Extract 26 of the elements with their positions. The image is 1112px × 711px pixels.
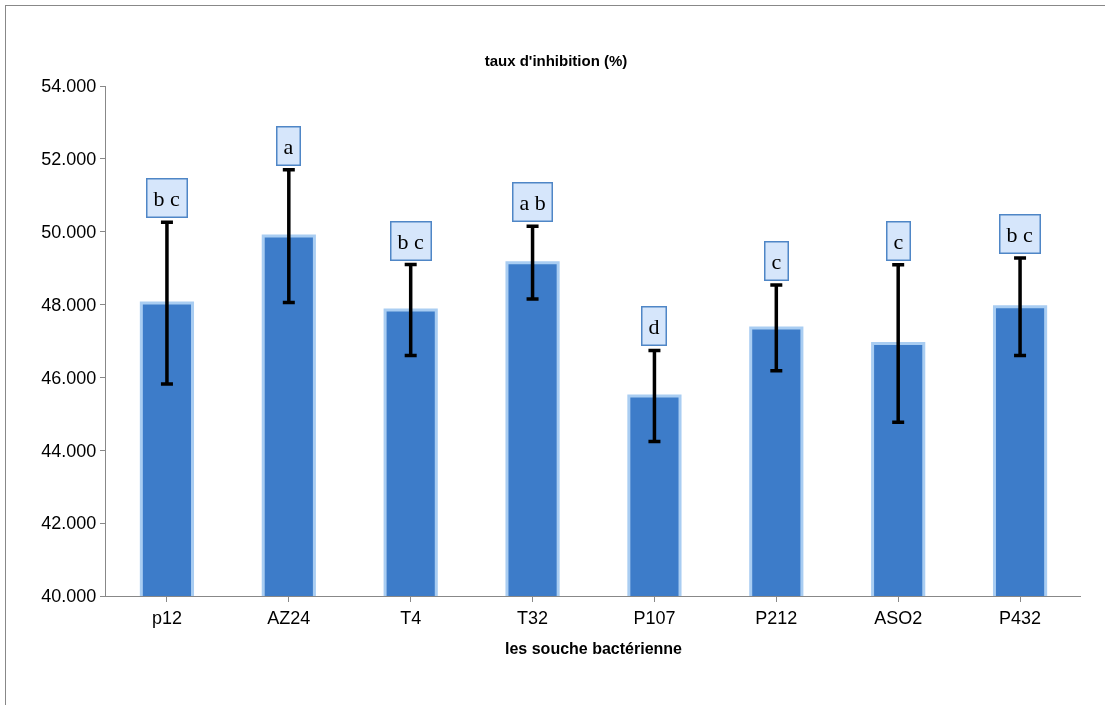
y-tick-label: 44.000: [41, 440, 97, 461]
x-tick-label: AZ24: [267, 607, 311, 628]
x-tick-label: p12: [151, 607, 182, 628]
chart-title: taux d'inhibition (%): [484, 51, 628, 69]
annotation: a: [283, 133, 294, 159]
annotation: b c: [1006, 221, 1033, 247]
annotation: a b: [519, 189, 546, 215]
annotation: b c: [153, 185, 180, 211]
y-tick-label: 48.000: [41, 294, 97, 315]
x-tick-label: T32: [517, 607, 549, 628]
y-tick-label: 40.000: [41, 586, 97, 607]
annotation: d: [648, 313, 660, 339]
x-tick-label: P107: [633, 607, 676, 628]
y-tick-label: 52.000: [41, 149, 97, 170]
annotation: b c: [397, 228, 424, 254]
x-tick-label: P432: [999, 607, 1042, 628]
x-axis-title: les souche bactérienne: [505, 640, 683, 657]
x-tick-label: T4: [400, 607, 422, 628]
x-tick-label: ASO2: [874, 607, 923, 628]
annotation: c: [893, 228, 904, 254]
annotation: c: [771, 248, 782, 274]
y-tick-label: 50.000: [41, 222, 97, 243]
y-tick-label: 42.000: [41, 513, 97, 534]
y-tick-label: 46.000: [41, 367, 97, 388]
y-tick-label: 54.000: [41, 76, 97, 97]
x-tick-label: P212: [755, 607, 798, 628]
